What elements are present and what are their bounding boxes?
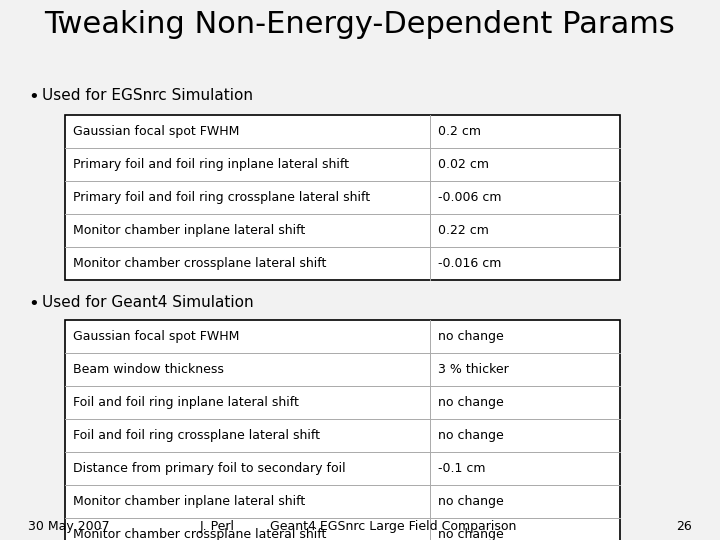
Text: no change: no change (438, 429, 504, 442)
Text: Tweaking Non-Energy-Dependent Params: Tweaking Non-Energy-Dependent Params (45, 10, 675, 39)
Text: •: • (28, 295, 39, 313)
Text: no change: no change (438, 330, 504, 343)
Text: Distance from primary foil to secondary foil: Distance from primary foil to secondary … (73, 462, 346, 475)
Text: Foil and foil ring inplane lateral shift: Foil and foil ring inplane lateral shift (73, 396, 299, 409)
Text: 0.02 cm: 0.02 cm (438, 158, 489, 171)
Text: no change: no change (438, 528, 504, 540)
Text: -0.1 cm: -0.1 cm (438, 462, 485, 475)
Bar (65, 320, 620, 540)
Text: 0.2 cm: 0.2 cm (438, 125, 481, 138)
Text: 0.22 cm: 0.22 cm (438, 224, 489, 237)
Text: Geant4 EGSnrc Large Field Comparison: Geant4 EGSnrc Large Field Comparison (270, 520, 516, 533)
Text: 30 May 2007: 30 May 2007 (28, 520, 109, 533)
Text: Primary foil and foil ring inplane lateral shift: Primary foil and foil ring inplane later… (73, 158, 349, 171)
Text: •: • (28, 88, 39, 106)
Text: Used for EGSnrc Simulation: Used for EGSnrc Simulation (42, 88, 253, 103)
Text: -0.016 cm: -0.016 cm (438, 257, 501, 270)
Text: Foil and foil ring crossplane lateral shift: Foil and foil ring crossplane lateral sh… (73, 429, 320, 442)
Text: J. Perl: J. Perl (200, 520, 235, 533)
Text: -0.006 cm: -0.006 cm (438, 191, 502, 204)
Bar (65, 115, 620, 280)
Text: Monitor chamber inplane lateral shift: Monitor chamber inplane lateral shift (73, 495, 305, 508)
Text: Used for Geant4 Simulation: Used for Geant4 Simulation (42, 295, 253, 310)
Text: 3 % thicker: 3 % thicker (438, 363, 509, 376)
Text: Monitor chamber inplane lateral shift: Monitor chamber inplane lateral shift (73, 224, 305, 237)
Text: no change: no change (438, 396, 504, 409)
Text: no change: no change (438, 495, 504, 508)
Text: Beam window thickness: Beam window thickness (73, 363, 224, 376)
Text: Monitor chamber crossplane lateral shift: Monitor chamber crossplane lateral shift (73, 528, 326, 540)
Text: Primary foil and foil ring crossplane lateral shift: Primary foil and foil ring crossplane la… (73, 191, 370, 204)
Text: Monitor chamber crossplane lateral shift: Monitor chamber crossplane lateral shift (73, 257, 326, 270)
Text: Gaussian focal spot FWHM: Gaussian focal spot FWHM (73, 125, 239, 138)
Text: 26: 26 (676, 520, 692, 533)
Text: Gaussian focal spot FWHM: Gaussian focal spot FWHM (73, 330, 239, 343)
